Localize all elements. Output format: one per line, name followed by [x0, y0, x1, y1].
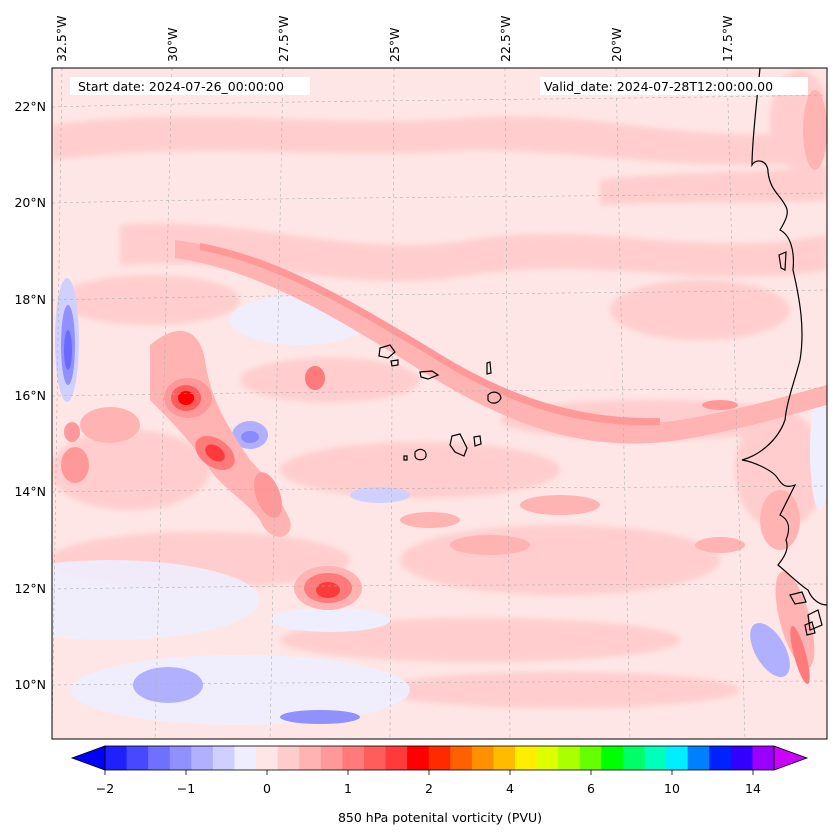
colorbar-cell	[687, 746, 710, 770]
colorbar-tick-labels: −2 −1 0 1 2 4 6 10 14	[96, 781, 761, 796]
colorbar-cell	[299, 746, 322, 770]
colorbar-outline	[104, 745, 775, 771]
cape-verde-brava	[403, 455, 408, 461]
colorbar-ticks	[104, 770, 754, 775]
colorbar-cell	[622, 746, 646, 770]
colorbar-tick-label: −2	[96, 781, 114, 796]
colorbar-cell	[191, 746, 214, 770]
colorbar-tick-label: −1	[177, 781, 195, 796]
lon-tick-label: 27.5°W	[276, 16, 291, 62]
lat-tick-label: 12°N	[14, 581, 46, 596]
colorbar-cell	[320, 746, 343, 770]
colorbar-cell	[493, 746, 516, 770]
colorbar-label: 850 hPa potenital vorticity (PVU)	[338, 810, 542, 825]
cape-verde-boa-vista	[487, 391, 502, 404]
colorbar-cell	[666, 746, 689, 770]
start-date-label: Start date: 2024-07-26_00:00:00	[78, 79, 284, 94]
lon-tick-label: 20°W	[609, 27, 624, 62]
lon-tick-labels: 32.5°W 30°W 27.5°W 25°W 22.5°W 20°W 17.5…	[54, 16, 735, 62]
colorbar-cell	[342, 746, 365, 770]
lon-tick-label: 17.5°W	[720, 16, 735, 62]
lon-tick-label: 25°W	[387, 27, 402, 62]
colorbar-extend-high	[773, 745, 809, 771]
colorbar-cell	[709, 746, 732, 770]
map-frame	[51, 67, 828, 740]
map-panel[interactable]: Start date: 2024-07-26_00:00:00 Valid_da…	[0, 68, 830, 739]
colorbar: −2 −1 0 1 2 4 6 10 14 850 hPa potenital …	[70, 745, 809, 825]
colorbar-tick-label: 2	[425, 781, 433, 796]
colorbar-cells	[105, 746, 775, 770]
colorbar-cell	[234, 746, 257, 770]
pv-light-field	[52, 70, 827, 708]
colorbar-cell	[558, 746, 581, 770]
colorbar-cell	[148, 746, 171, 770]
colorbar-tick-label: 0	[263, 781, 271, 796]
cape-verde-fogo	[414, 448, 427, 461]
colorbar-cell	[277, 746, 300, 770]
colorbar-cell	[212, 746, 235, 770]
lat-tick-label: 20°N	[14, 195, 46, 210]
colorbar-cell	[752, 746, 775, 770]
colorbar-cell	[428, 746, 451, 770]
lat-tick-label: 10°N	[14, 677, 46, 692]
colorbar-extend-low	[70, 745, 106, 771]
lon-tick-label: 32.5°W	[54, 16, 69, 62]
colorbar-cell	[515, 746, 538, 770]
lon-tick-label: 30°W	[165, 27, 180, 62]
colorbar-cell	[450, 746, 473, 770]
cape-verde-sal	[486, 361, 492, 375]
colorbar-tick-label: 14	[745, 781, 761, 796]
valid-date-box	[540, 77, 808, 95]
colorbar-cell	[644, 746, 667, 770]
colorbar-tick-label: 4	[506, 781, 514, 796]
pv-band	[175, 240, 827, 444]
pv-negative-field	[52, 278, 827, 725]
valid-date-label: Valid_date: 2024-07-28T12:00:00.00	[544, 79, 773, 94]
colorbar-cell	[407, 746, 430, 770]
colorbar-tick-label: 1	[344, 781, 352, 796]
lat-tick-label: 22°N	[14, 99, 46, 114]
lat-tick-label: 14°N	[14, 484, 46, 499]
start-date-box	[70, 77, 310, 95]
cape-verde-santo-antao	[378, 344, 396, 359]
colorbar-cell	[536, 746, 559, 770]
lat-tick-label: 16°N	[14, 388, 46, 403]
cape-verde-sao-vicente	[390, 359, 399, 367]
colorbar-cell	[471, 746, 494, 770]
colorbar-cell	[601, 746, 624, 770]
colorbar-tick-label: 10	[664, 781, 680, 796]
date-info-bar: Start date: 2024-07-26_00:00:00 Valid_da…	[70, 77, 808, 95]
colorbar-cell	[126, 746, 149, 770]
lat-tick-label: 18°N	[14, 292, 46, 307]
coastline	[378, 68, 827, 636]
pv-positive-cores	[61, 90, 827, 685]
colorbar-tick-label: 6	[587, 781, 595, 796]
colorbar-cell	[169, 746, 192, 770]
colorbar-cell	[256, 746, 279, 770]
lon-tick-label: 22.5°W	[498, 16, 513, 62]
colorbar-cell	[579, 746, 602, 770]
graticule	[52, 68, 827, 739]
cape-verde-maio	[473, 435, 482, 447]
colorbar-cell	[363, 746, 387, 770]
colorbar-cell	[730, 746, 753, 770]
colorbar-cell	[385, 746, 408, 770]
lat-tick-labels: 22°N 20°N 18°N 16°N 14°N 12°N 10°N	[14, 99, 46, 692]
cape-verde-sao-nicolau	[419, 370, 440, 380]
colorbar-cell	[105, 746, 128, 770]
cape-verde-santiago	[449, 433, 468, 457]
